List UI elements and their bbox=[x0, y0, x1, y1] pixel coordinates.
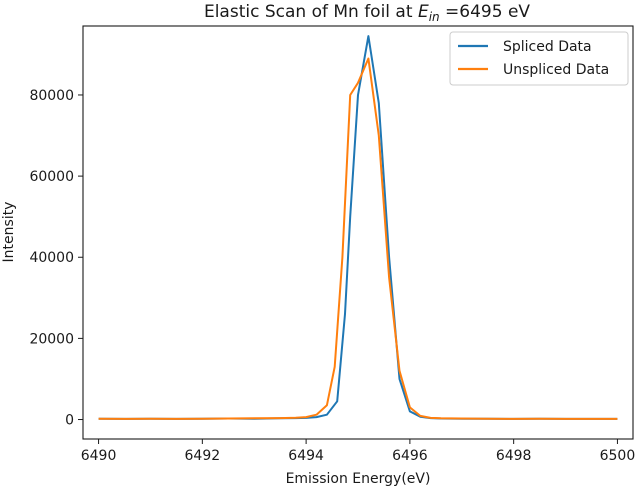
x-tick-label: 6494 bbox=[288, 448, 324, 464]
y-tick-label: 60000 bbox=[29, 169, 74, 185]
plot-area bbox=[82, 25, 634, 440]
chart-title-tail: =6495 eV bbox=[440, 2, 531, 22]
chart-title-sub: in bbox=[429, 10, 440, 24]
y-axis-label: Intensity bbox=[1, 202, 17, 263]
x-tick-label: 6498 bbox=[496, 448, 532, 464]
y-tick-label: 0 bbox=[65, 413, 74, 429]
x-tick-label: 6496 bbox=[392, 448, 428, 464]
y-axis-ticks: 0 20000 40000 60000 80000 bbox=[29, 88, 83, 429]
x-axis-label: Emission Energy(eV) bbox=[286, 471, 431, 487]
y-tick-label: 20000 bbox=[29, 331, 74, 347]
legend-label-unspliced: Unspliced Data bbox=[503, 62, 609, 78]
y-tick-label: 40000 bbox=[29, 250, 74, 266]
series-lines bbox=[98, 35, 618, 420]
legend: Spliced Data Unspliced Data bbox=[449, 31, 629, 86]
series-line-unspliced bbox=[98, 57, 618, 420]
legend-box bbox=[449, 31, 629, 86]
x-tick-label: 6490 bbox=[81, 448, 117, 464]
y-tick-label: 80000 bbox=[29, 88, 74, 104]
chart-title: Elastic Scan of Mn foil at Ein =6495 eV bbox=[204, 2, 530, 24]
chart-title-main: Elastic Scan of Mn foil at bbox=[204, 2, 418, 22]
x-tick-label: 6500 bbox=[600, 448, 636, 464]
chart-title-var: E bbox=[418, 2, 429, 22]
x-tick-label: 6492 bbox=[185, 448, 221, 464]
legend-label-spliced: Spliced Data bbox=[503, 39, 592, 55]
x-axis-ticks: 6490 6492 6494 6496 6498 6500 bbox=[81, 439, 636, 464]
series-line-spliced bbox=[98, 35, 618, 420]
